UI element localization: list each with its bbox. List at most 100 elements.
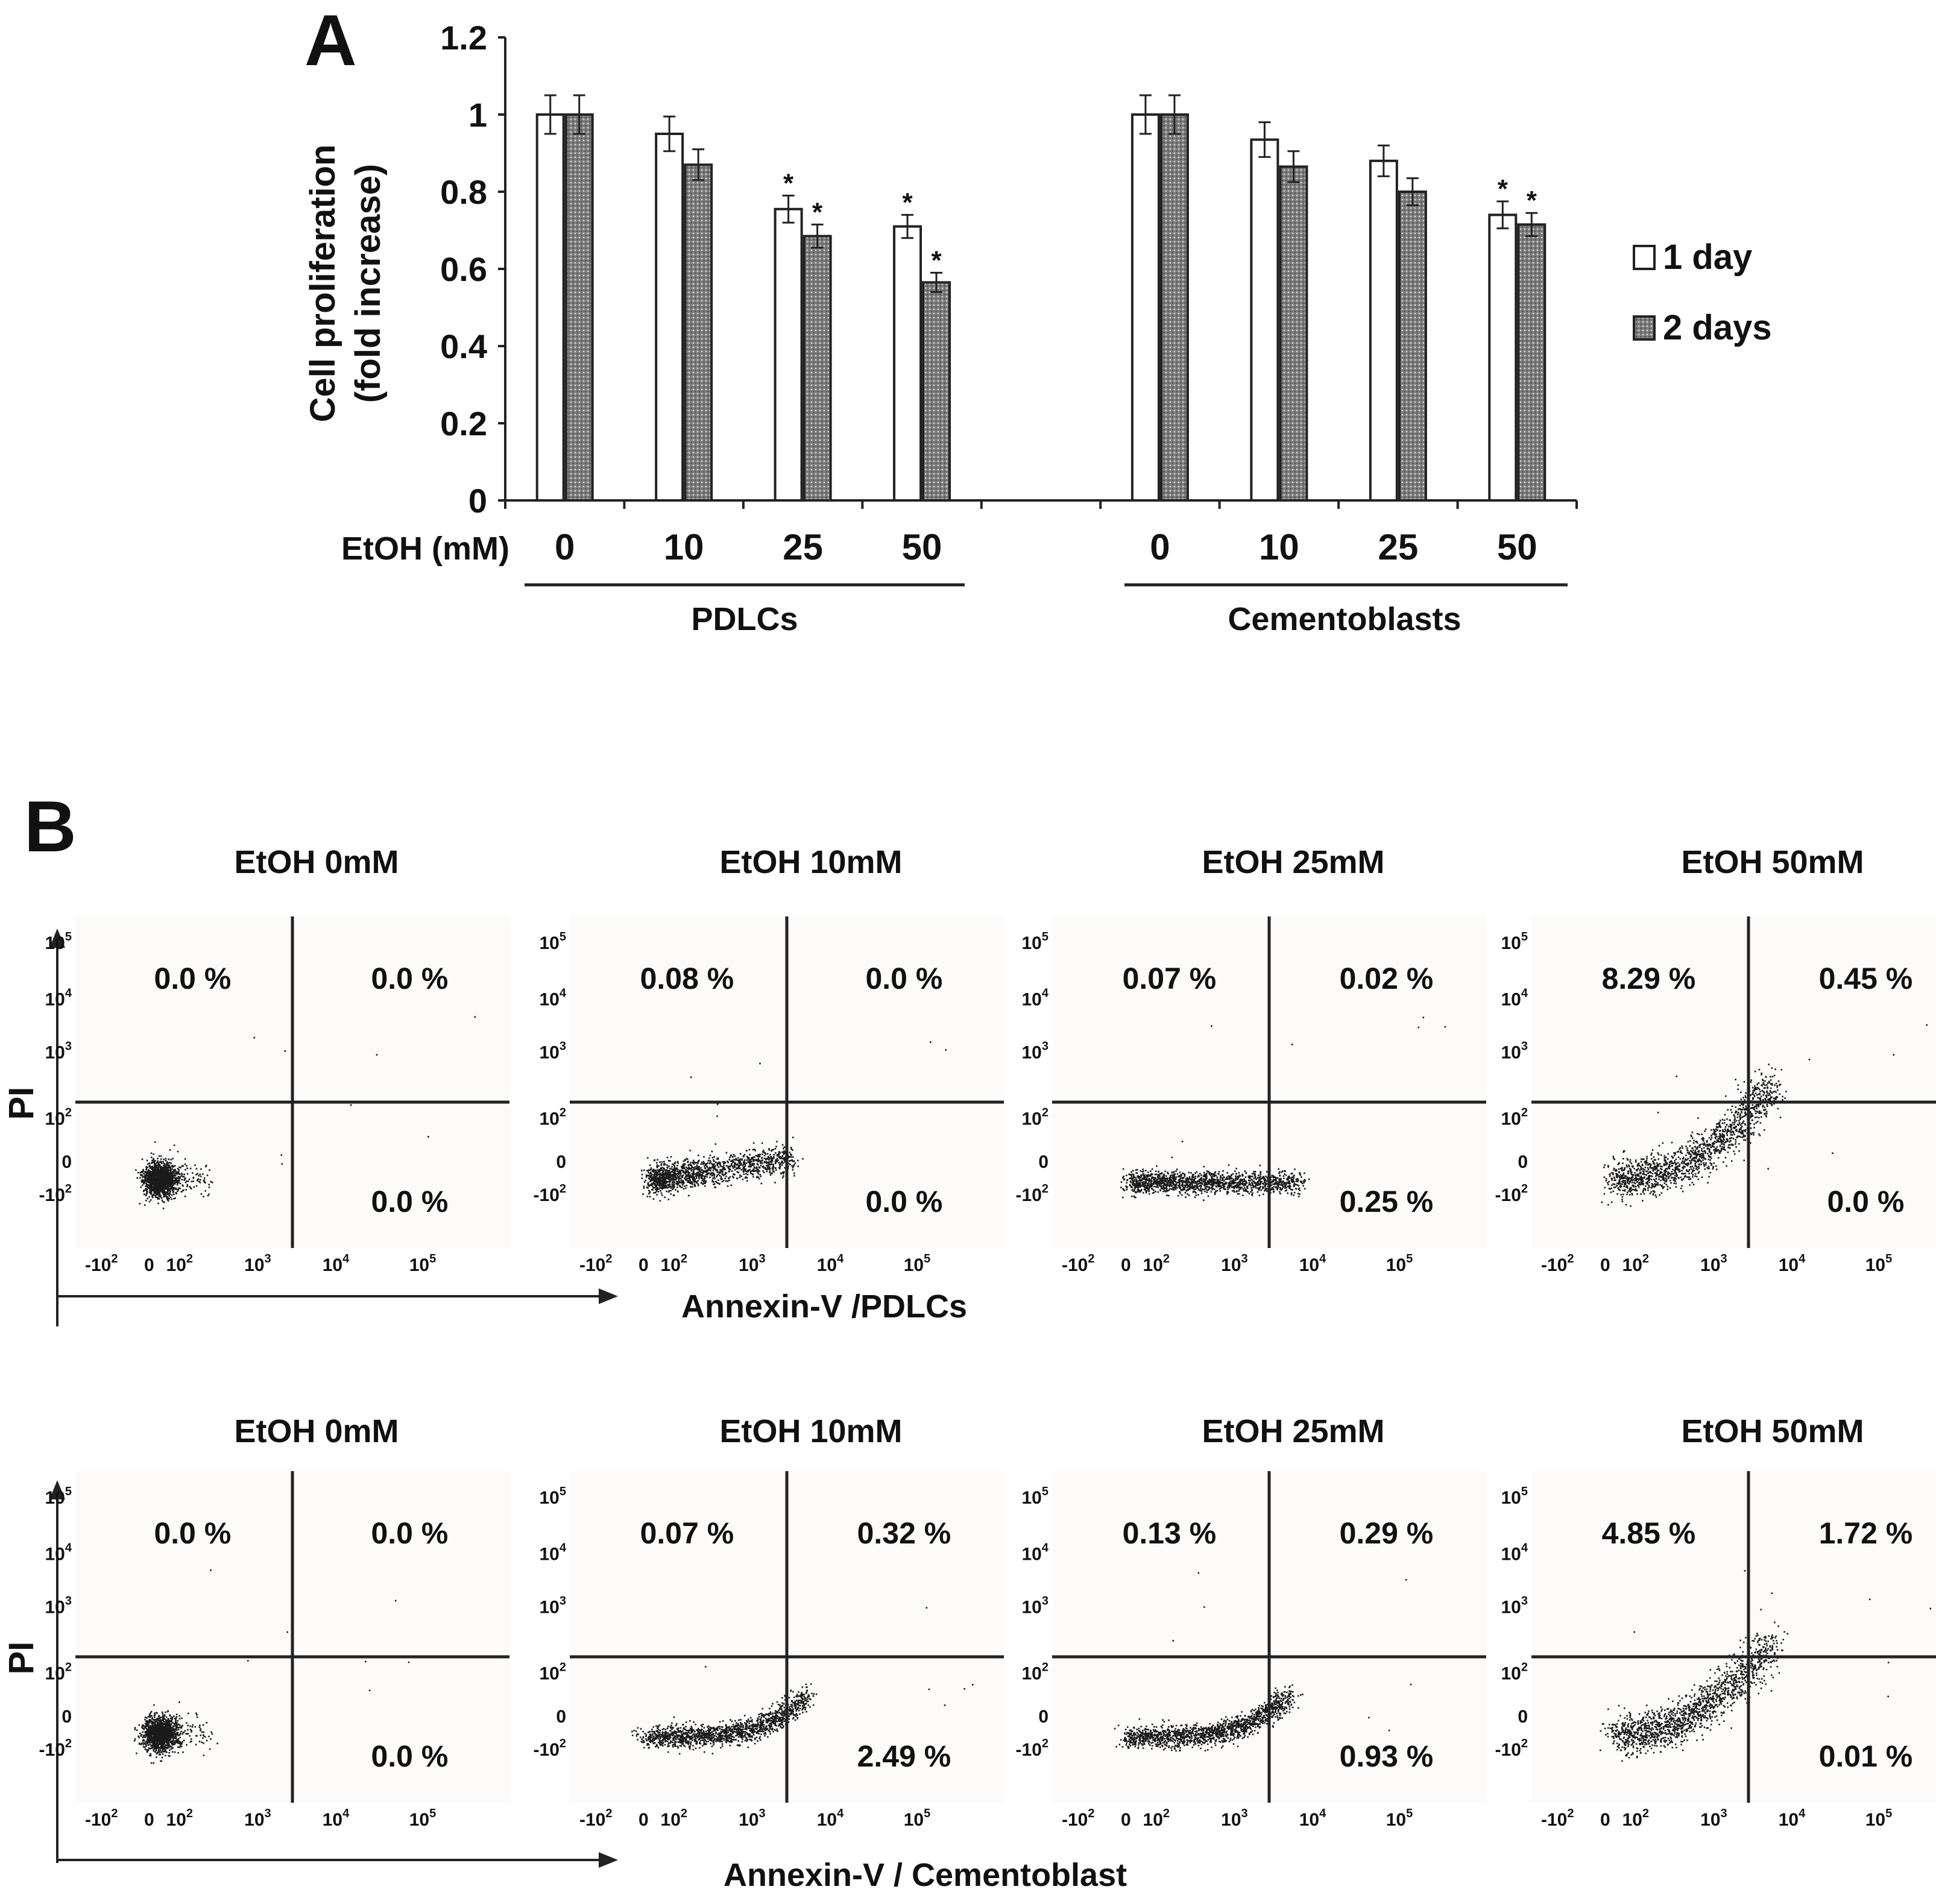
event-dot [1237, 1177, 1239, 1179]
event-dot [1153, 1183, 1155, 1185]
event-dot [1199, 1190, 1202, 1191]
event-dot [162, 1181, 164, 1183]
event-dot [666, 1176, 668, 1178]
event-dot [762, 1170, 764, 1172]
event-dot [735, 1158, 737, 1159]
event-dot [730, 1165, 732, 1167]
event-dot [1774, 1090, 1776, 1092]
event-dot [1136, 1185, 1138, 1187]
event-dot [743, 1173, 745, 1175]
event-dot [655, 1185, 657, 1188]
event-dot [674, 1169, 676, 1171]
event-dot [178, 1166, 180, 1168]
event-dot [1150, 1179, 1152, 1181]
event-dot [174, 1177, 176, 1179]
event-dot [723, 1165, 725, 1167]
event-dot [746, 1173, 749, 1176]
event-dot [147, 1179, 149, 1181]
event-dot [1205, 1182, 1207, 1184]
event-dot [679, 1173, 682, 1175]
event-dot [792, 1136, 794, 1138]
event-dot [1156, 1179, 1158, 1181]
event-dot [1171, 1171, 1173, 1173]
event-dot [667, 1199, 670, 1200]
event-dot [761, 1159, 763, 1161]
event-dot [1134, 1184, 1136, 1185]
event-dot [652, 1187, 654, 1189]
event-dot [169, 1196, 172, 1199]
event-dot [739, 1174, 741, 1176]
tick-exponent: 2 [560, 1106, 566, 1120]
event-cloud [135, 1016, 476, 1209]
event-dot [674, 1162, 676, 1164]
event-dot [676, 1174, 679, 1177]
event-dot [753, 1166, 755, 1168]
bar-1day [1488, 213, 1518, 502]
x-category-label: 50 [1497, 527, 1537, 567]
event-dot [706, 1170, 708, 1171]
event-dot [676, 1170, 678, 1172]
event-dot [767, 1162, 769, 1164]
event-dot [155, 1173, 157, 1175]
event-dot [1657, 1182, 1659, 1184]
event-dot [677, 1168, 679, 1171]
event-dot [147, 1186, 148, 1188]
event-dot [1251, 1194, 1253, 1196]
event-dot [153, 1183, 155, 1185]
event-dot [184, 1163, 186, 1165]
event-dot [1232, 1173, 1234, 1175]
event-dot [1208, 1188, 1210, 1190]
event-dot [1289, 1182, 1291, 1185]
event-dot [1198, 1185, 1200, 1187]
event-dot [666, 1177, 668, 1179]
event-dot [159, 1190, 160, 1192]
event-dot [684, 1185, 686, 1187]
event-dot [191, 1181, 193, 1182]
event-dot [1277, 1183, 1279, 1185]
event-dot [1272, 1183, 1274, 1185]
event-dot [645, 1179, 647, 1182]
event-dot [683, 1174, 684, 1176]
event-dot [1278, 1184, 1280, 1186]
event-dot [1179, 1183, 1181, 1185]
event-dot [1153, 1189, 1155, 1191]
event-dot [1265, 1187, 1267, 1190]
event-dot [1284, 1185, 1286, 1187]
event-dot [763, 1161, 766, 1164]
event-dot [689, 1182, 692, 1185]
event-dot [649, 1196, 651, 1197]
event-dot [1273, 1186, 1275, 1188]
event-dot [1278, 1186, 1279, 1188]
event-dot [704, 1167, 707, 1170]
event-dot [144, 1176, 147, 1179]
event-dot [139, 1177, 141, 1179]
event-dot [676, 1168, 678, 1170]
event-dot [1249, 1177, 1250, 1179]
event-dot [1264, 1190, 1266, 1192]
event-dot [1238, 1187, 1240, 1188]
event-dot [175, 1181, 178, 1183]
event-dot [1212, 1177, 1214, 1180]
event-dot [1187, 1189, 1189, 1191]
event-dot [154, 1168, 156, 1170]
y-log-tick-label: 103 [1022, 1040, 1049, 1063]
event-dot [1143, 1188, 1146, 1191]
event-dot [1657, 1174, 1659, 1176]
event-dot [689, 1175, 692, 1177]
event-dot [165, 1172, 167, 1174]
event-dot [737, 1157, 739, 1159]
event-dot [1211, 1025, 1212, 1027]
x-log-tick-label: 103 [244, 1252, 271, 1275]
event-dot [675, 1177, 676, 1179]
event-dot [1708, 1136, 1711, 1139]
event-dot [707, 1173, 708, 1176]
event-dot [158, 1165, 160, 1167]
row1-y-arrow-head [49, 928, 65, 948]
event-dot [1270, 1185, 1272, 1187]
event-dot [701, 1161, 703, 1164]
event-dot [778, 1156, 780, 1159]
event-dot [208, 1193, 210, 1196]
event-dot [1245, 1181, 1247, 1184]
event-dot [672, 1185, 674, 1187]
event-dot [776, 1161, 778, 1163]
